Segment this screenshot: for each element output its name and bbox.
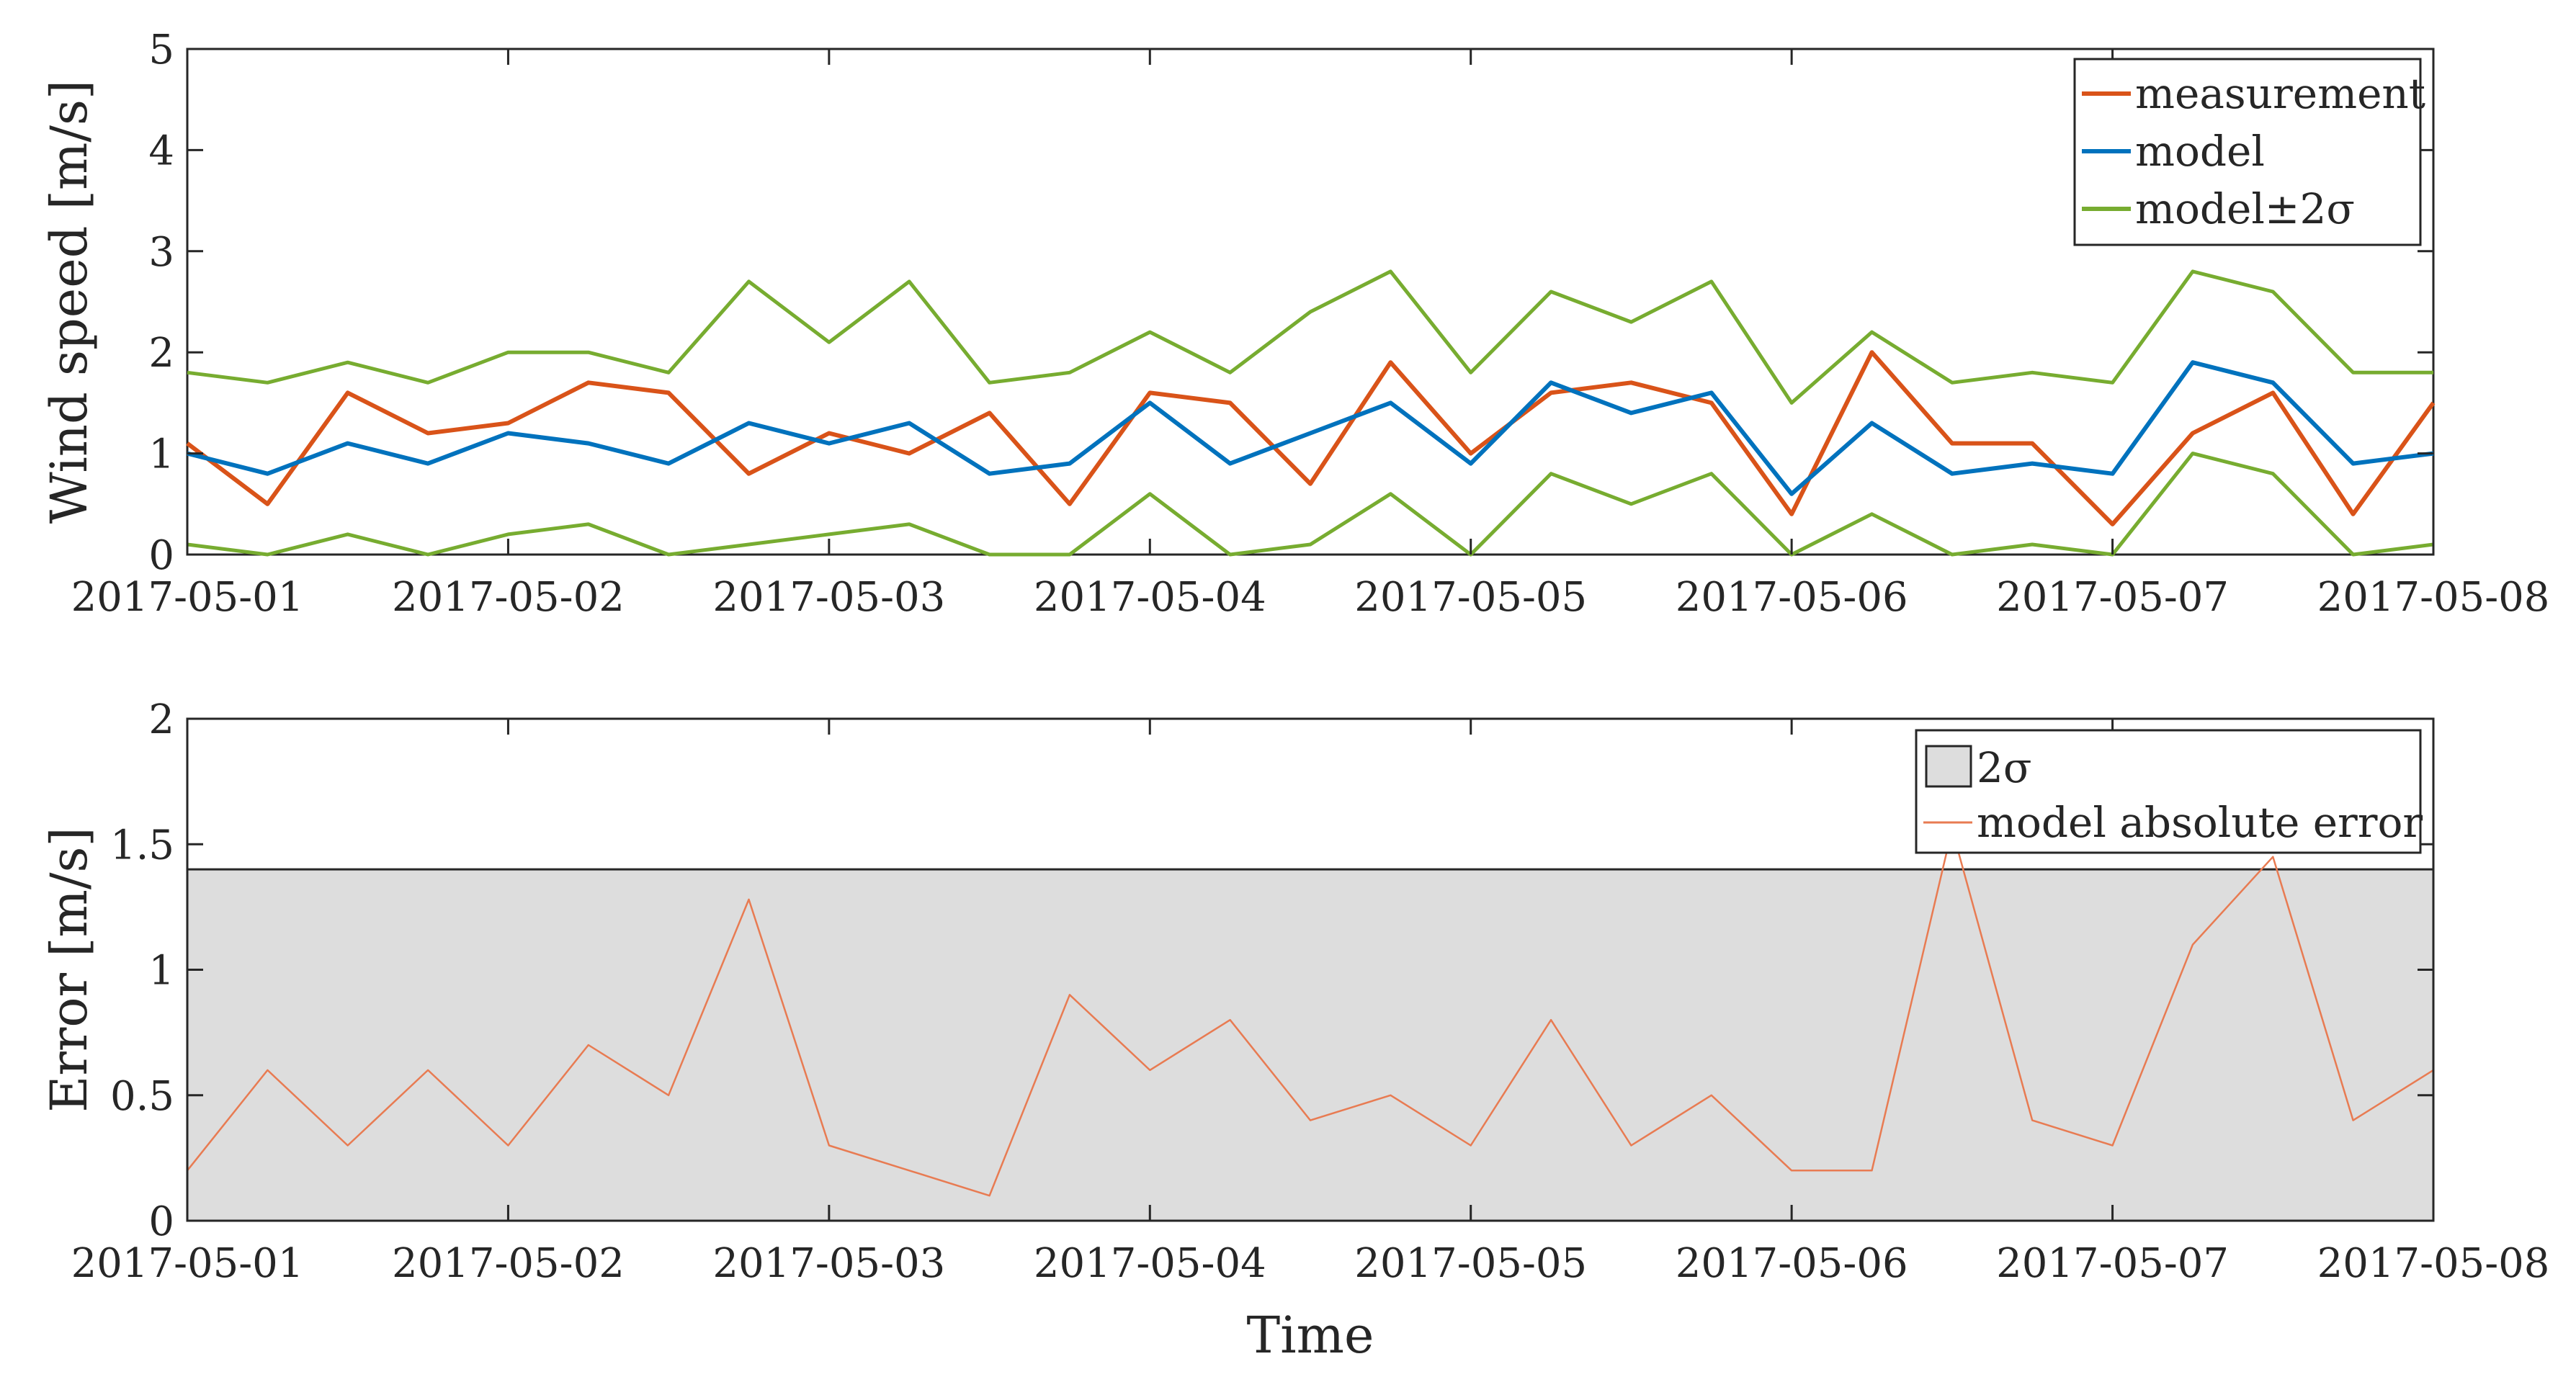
- wind-speed-plot-area: [186, 48, 2435, 556]
- wind-speed-panel: 0 1 2 3 4 5 2017-05-01 2017-05-02 2017-05-03 201…: [40, 27, 2549, 621]
- x-tick-label: 2017-05-03: [712, 1240, 945, 1287]
- y-tick-label: 1: [148, 948, 174, 995]
- y-tick-label: 0: [148, 1198, 174, 1245]
- series-line-model-absolute-error: [187, 828, 2434, 1197]
- x-tick-label: 2017-05-05: [1354, 1240, 1587, 1287]
- x-tick-label: 2017-05-08: [2317, 574, 2550, 621]
- y-tick-label: 1.5: [110, 822, 174, 869]
- x-tick-label: 2017-05-03: [712, 574, 945, 621]
- legend-entry: model±2σ: [2135, 184, 2355, 233]
- x-tick-label: 2017-05-05: [1354, 574, 1587, 621]
- y-tick-label: 2: [148, 696, 174, 743]
- x-tick-label: 2017-05-01: [71, 1240, 304, 1287]
- error-y-axis-label: Error [m/s]: [40, 827, 99, 1112]
- error-legend: 2σ model absolute error: [1915, 729, 2423, 854]
- area-2sigma: [187, 869, 2433, 1221]
- x-tick-label: 2017-05-06: [1676, 574, 1908, 621]
- legend-box: [1915, 729, 2422, 854]
- series-line-model: [187, 360, 2434, 496]
- y-tick-label: 3: [148, 229, 174, 276]
- y-tick-label: 1: [148, 431, 174, 478]
- x-tick-label: 2017-05-02: [392, 1240, 625, 1287]
- x-tick-label: 2017-05-08: [2317, 1240, 2550, 1287]
- y-tick-label: 0: [148, 532, 174, 579]
- legend-box: [2073, 58, 2422, 246]
- y-tick-label: 4: [148, 127, 174, 174]
- legend-entry: measurement: [2135, 69, 2425, 118]
- y-tick-label: 2: [148, 330, 174, 377]
- wind-speed-y-axis-label: Wind speed [m/s]: [40, 80, 99, 524]
- legend-swatch: [1925, 745, 1972, 788]
- wind-speed-legend: measurement model model±2σ: [2073, 58, 2425, 246]
- legend-entry: 2σ: [1977, 743, 2032, 792]
- series-line-upper-2sigma: [187, 269, 2433, 405]
- x-tick-label: 2017-05-04: [1034, 1240, 1266, 1287]
- y-tick-label: 0.5: [110, 1073, 174, 1120]
- legend-entry: model: [2135, 127, 2265, 176]
- x-tick-label: 2017-05-07: [1996, 574, 2229, 621]
- x-tick-label: 2017-05-04: [1034, 574, 1266, 621]
- series-line-lower-2sigma: [187, 452, 2434, 557]
- x-tick-label: 2017-05-01: [71, 574, 304, 621]
- error-panel: 0 0.5 1 1.5 2 2017-05-01 2017-05-02 2017-05-03…: [40, 696, 2549, 1365]
- y-tick-label: 5: [148, 27, 174, 73]
- x-tick-label: 2017-05-02: [392, 574, 625, 621]
- error-x-axis-label: Time: [1247, 1306, 1374, 1365]
- x-tick-label: 2017-05-07: [1996, 1240, 2229, 1287]
- x-tick-label: 2017-05-06: [1676, 1240, 1908, 1287]
- legend-entry: model absolute error: [1977, 798, 2423, 847]
- series-line-measurement: [186, 350, 2436, 526]
